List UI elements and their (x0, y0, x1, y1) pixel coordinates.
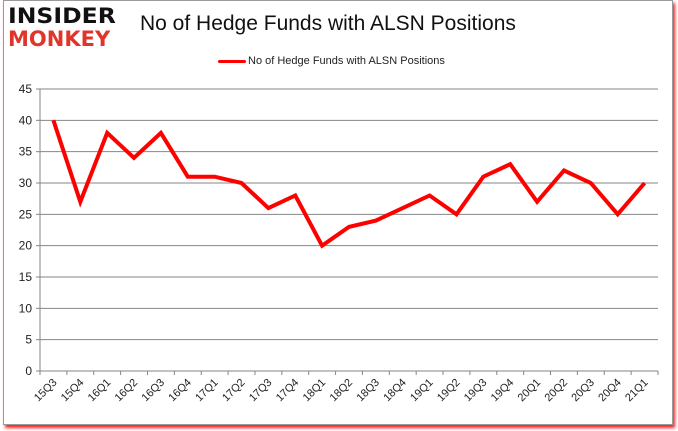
y-tick-label: 15 (19, 270, 33, 284)
x-tick-label: 17Q3 (247, 377, 275, 405)
x-tick-label: 18Q2 (328, 377, 356, 405)
x-tick-label: 17Q4 (274, 377, 302, 405)
legend-label: No of Hedge Funds with ALSN Positions (248, 55, 445, 67)
y-tick-label: 20 (19, 239, 33, 253)
x-tick-label: 16Q2 (113, 377, 141, 405)
logo-line-1: INSIDER (8, 4, 116, 28)
x-tick-label: 18Q3 (354, 377, 382, 405)
x-tick-label: 16Q1 (86, 377, 114, 405)
x-tick-label: 20Q1 (516, 377, 544, 405)
y-tick-label: 0 (25, 364, 32, 378)
y-tick-label: 10 (19, 301, 33, 315)
x-tick-label: 17Q1 (193, 377, 221, 405)
chart-title: No of Hedge Funds with ALSN Positions (140, 12, 516, 35)
x-tick-label: 21Q1 (623, 377, 651, 405)
x-tick-label: 20Q2 (543, 377, 571, 405)
y-tick-label: 25 (19, 207, 33, 221)
x-tick-label: 17Q2 (220, 377, 248, 405)
x-tick-label: 16Q4 (166, 377, 194, 405)
x-tick-label: 19Q1 (408, 377, 436, 405)
y-tick-label: 40 (19, 113, 33, 127)
x-tick-label: 19Q4 (489, 377, 517, 405)
y-tick-label: 45 (19, 82, 33, 96)
x-tick-label: 18Q4 (381, 377, 409, 405)
chart-legend: No of Hedge Funds with ALSN Positions (218, 55, 445, 67)
chart-frame (3, 0, 673, 425)
data-series-line (51, 119, 647, 249)
x-tick-label: 19Q3 (462, 377, 490, 405)
x-tick-label: 15Q3 (32, 377, 60, 405)
legend-line-swatch (218, 59, 246, 63)
x-tick-label: 20Q3 (569, 377, 597, 405)
y-tick-label: 35 (19, 145, 33, 159)
x-tick-label: 15Q4 (59, 377, 87, 405)
y-tick-label: 30 (19, 176, 33, 190)
x-tick-label: 19Q2 (435, 377, 463, 405)
insider-monkey-logo: INSIDER MONKEY (8, 6, 126, 50)
y-tick-label: 5 (25, 333, 32, 347)
x-tick-label: 16Q3 (140, 377, 168, 405)
logo-line-2: MONKEY (8, 27, 111, 51)
x-tick-label: 18Q1 (301, 377, 329, 405)
x-tick-label: 20Q4 (596, 377, 624, 405)
